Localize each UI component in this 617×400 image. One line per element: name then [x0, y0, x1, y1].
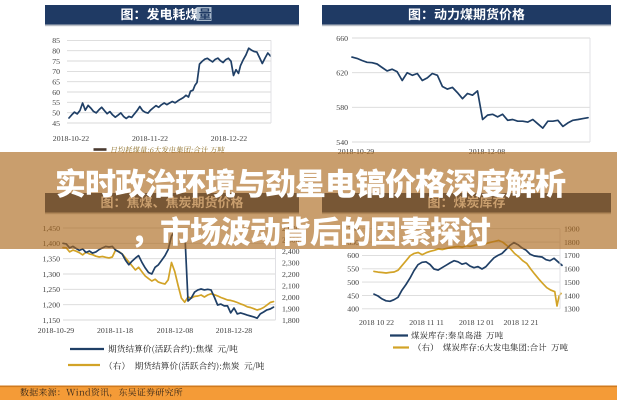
svg-text:1,250: 1,250: [42, 285, 60, 294]
svg-text:1,900: 1,900: [282, 304, 300, 313]
svg-text:55: 55: [52, 98, 60, 107]
svg-text:500: 500: [347, 278, 359, 287]
svg-text:2018-12-22: 2018-12-22: [211, 134, 247, 143]
svg-text:1,350: 1,350: [42, 254, 60, 263]
svg-text:2,100: 2,100: [282, 281, 300, 290]
svg-text:2018 10 22: 2018 10 22: [359, 318, 394, 327]
svg-text:60: 60: [52, 88, 60, 97]
svg-text:2018-12-08: 2018-12-08: [157, 326, 193, 335]
svg-text:1400: 1400: [564, 291, 580, 300]
svg-text:660: 660: [336, 34, 348, 43]
svg-text:1,200: 1,200: [42, 300, 60, 309]
svg-text:2018-11-22: 2018-11-22: [132, 134, 168, 143]
svg-text:2018 11 11: 2018 11 11: [409, 318, 444, 327]
svg-text:2018 12 21: 2018 12 21: [503, 318, 538, 327]
svg-text:2018-11-18: 2018-11-18: [97, 326, 133, 335]
svg-text:1,150: 1,150: [42, 316, 60, 325]
svg-text:2,200: 2,200: [282, 270, 300, 279]
svg-text:2018-10-22: 2018-10-22: [53, 134, 89, 143]
svg-text:400: 400: [347, 305, 359, 314]
svg-text:2018-10-29: 2018-10-29: [38, 326, 74, 335]
svg-text:80: 80: [52, 47, 60, 56]
svg-text:1600: 1600: [564, 265, 580, 274]
svg-text:1700: 1700: [564, 251, 580, 260]
svg-text:550: 550: [347, 265, 359, 274]
svg-text:620: 620: [336, 68, 348, 77]
svg-text:75: 75: [52, 57, 60, 66]
svg-text:50: 50: [52, 108, 60, 117]
svg-text:2018-12-08: 2018-12-08: [469, 147, 505, 156]
svg-text:1,800: 1,800: [282, 316, 300, 325]
svg-text:65: 65: [52, 77, 60, 86]
svg-text:2018 12 01: 2018 12 01: [459, 318, 494, 327]
svg-text:540: 540: [336, 138, 348, 147]
svg-text:45: 45: [52, 119, 60, 128]
svg-text:70: 70: [52, 67, 60, 76]
svg-text:85: 85: [52, 36, 60, 45]
svg-text:450: 450: [347, 291, 359, 300]
svg-text:600: 600: [347, 251, 359, 260]
svg-text:2,000: 2,000: [282, 293, 300, 302]
svg-text:2018-10-29: 2018-10-29: [338, 147, 374, 156]
svg-text:580: 580: [336, 103, 348, 112]
svg-text:2,400: 2,400: [282, 247, 300, 256]
svg-text:1,300: 1,300: [42, 270, 60, 279]
svg-text:2018-12-28: 2018-12-28: [216, 326, 252, 335]
svg-text:1500: 1500: [564, 278, 580, 287]
svg-text:2,300: 2,300: [282, 258, 300, 267]
svg-text:1300: 1300: [564, 305, 580, 314]
